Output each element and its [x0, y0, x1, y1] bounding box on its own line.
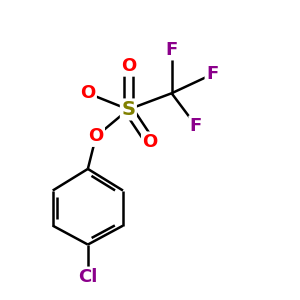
Text: O: O: [142, 133, 158, 151]
Text: O: O: [88, 128, 103, 146]
Text: S: S: [122, 100, 135, 119]
Text: O: O: [121, 57, 136, 75]
Text: F: F: [166, 41, 178, 59]
Text: O: O: [80, 84, 95, 102]
Text: F: F: [190, 117, 202, 135]
Text: Cl: Cl: [78, 268, 98, 286]
Text: F: F: [206, 65, 218, 83]
